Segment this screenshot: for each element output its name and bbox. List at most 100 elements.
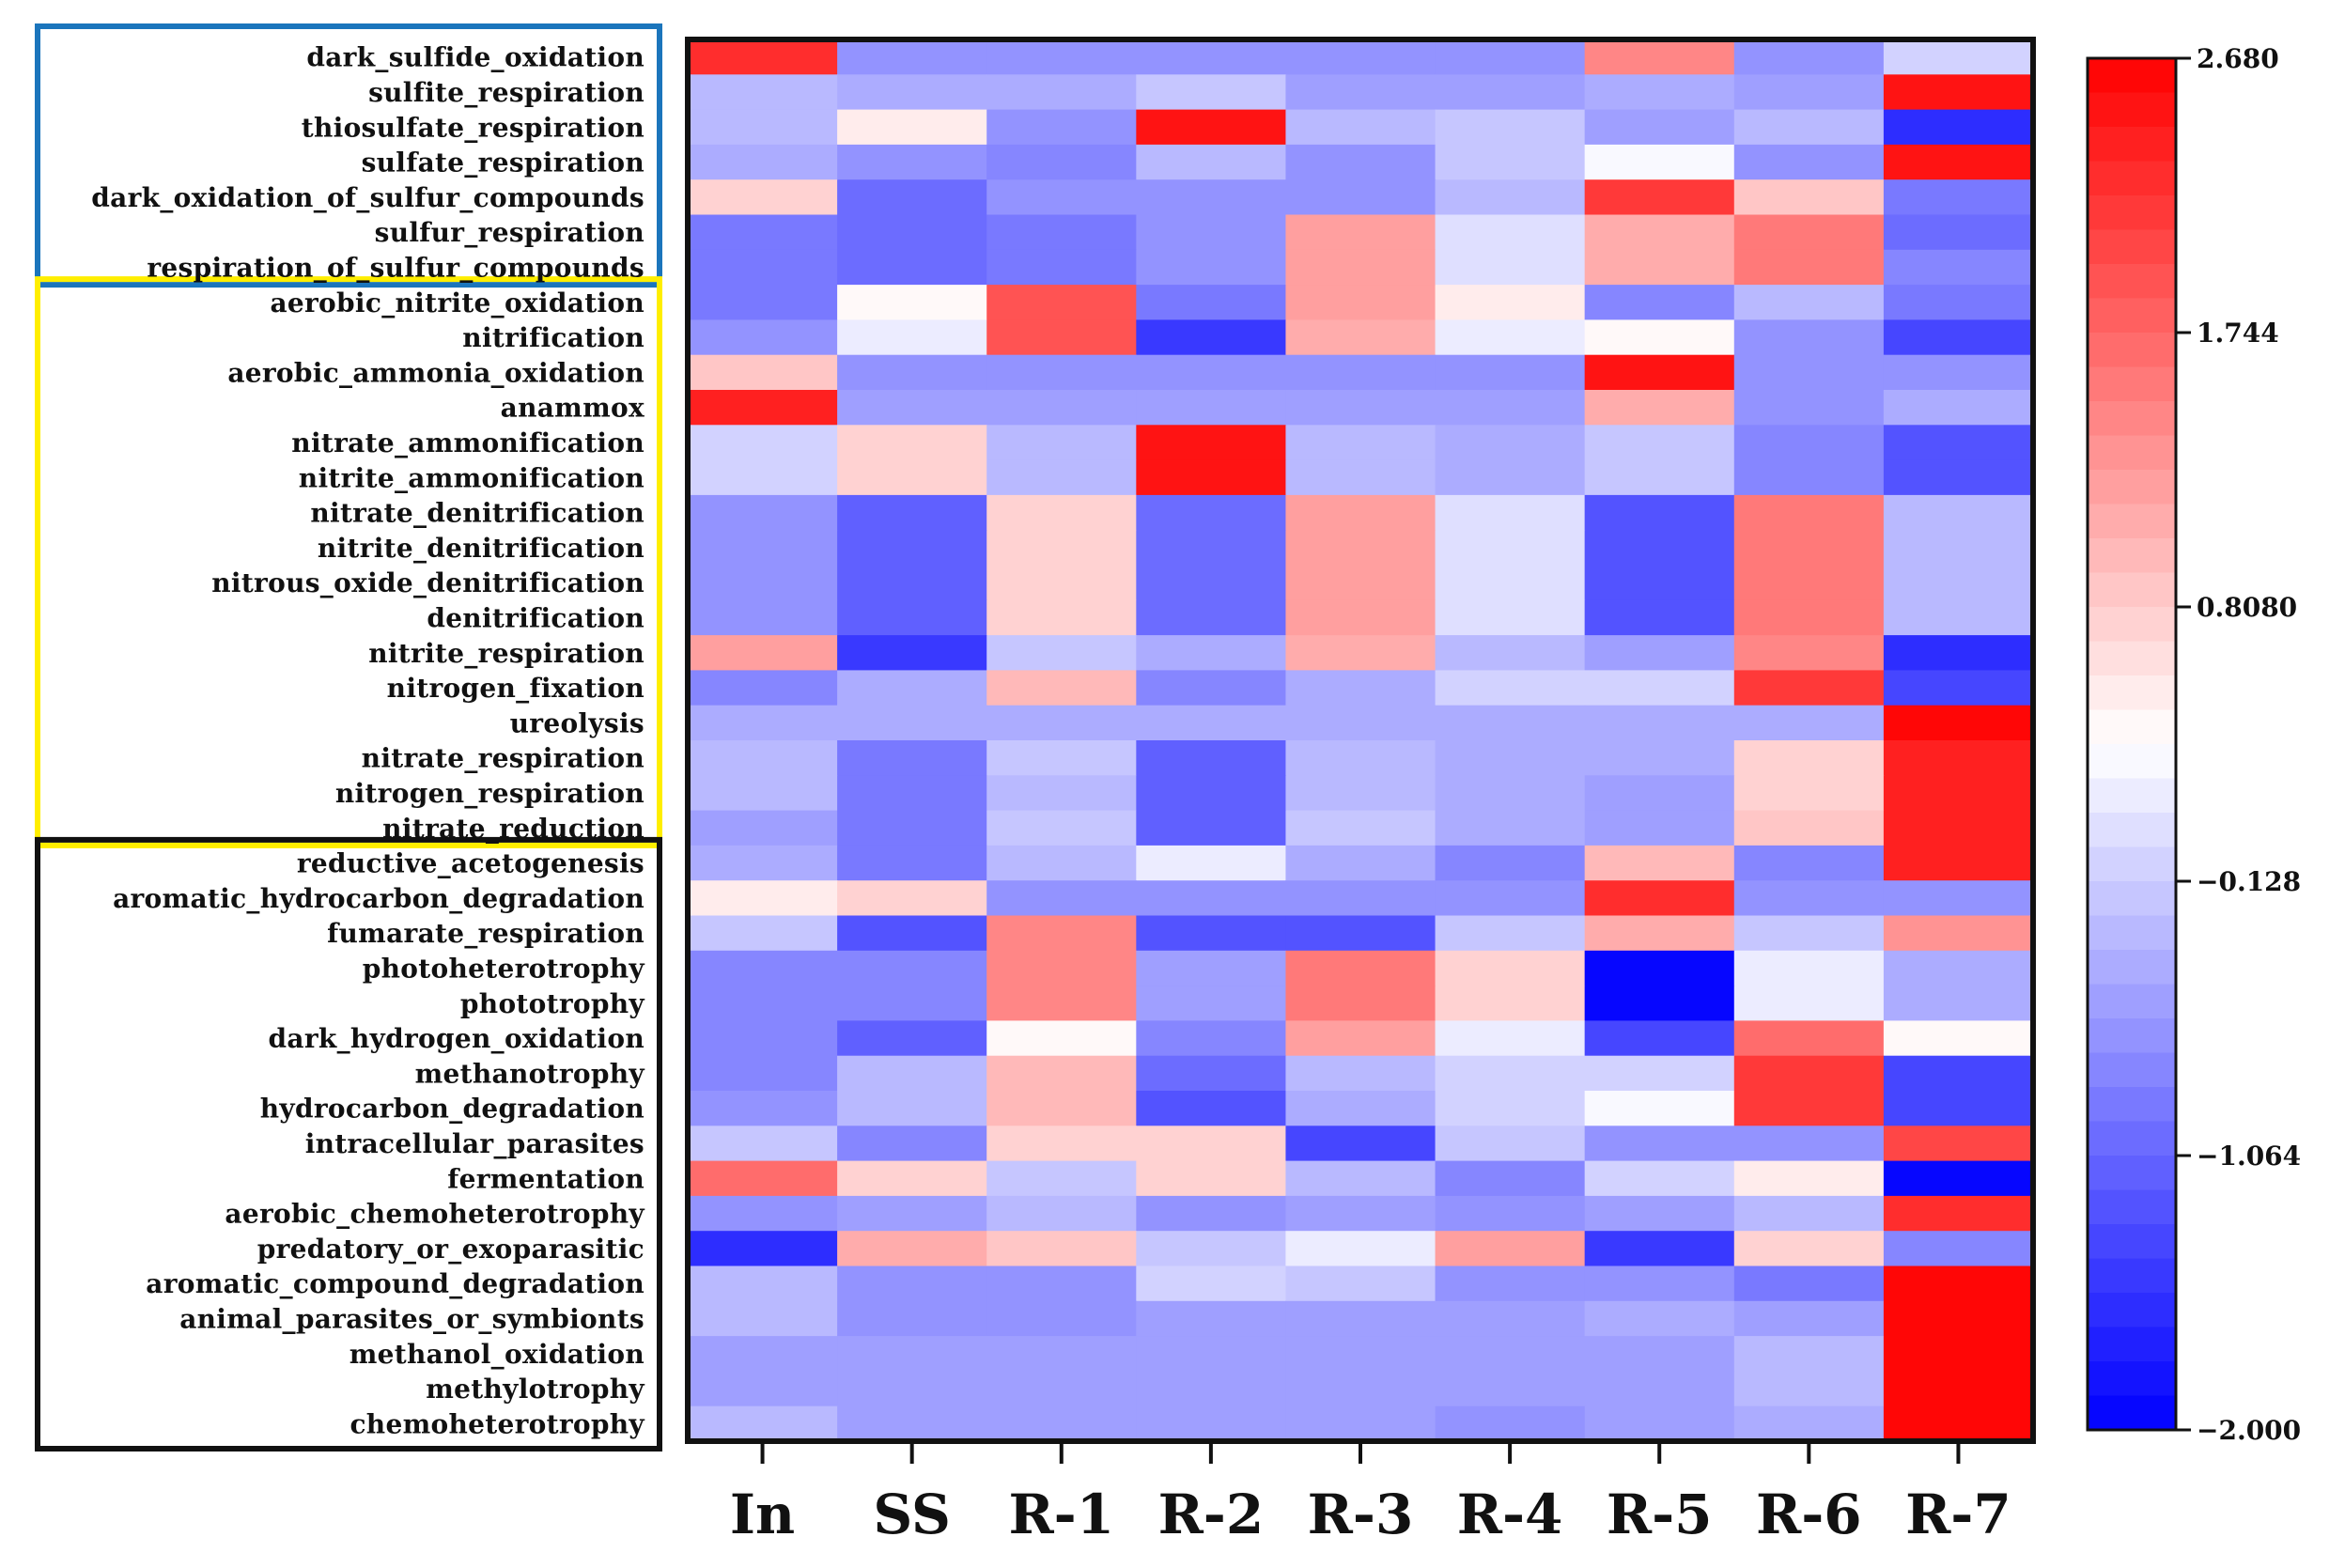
colorbar-segment [2088, 58, 2176, 94]
heatmap-cell [837, 986, 987, 1021]
heatmap-cell [1285, 494, 1437, 531]
heatmap-cell [1733, 1405, 1885, 1442]
row-label: nitrate_denitrification [310, 498, 644, 529]
heatmap-cell [986, 670, 1137, 706]
row-label: fumarate_respiration [327, 918, 644, 949]
heatmap-cell [986, 950, 1137, 986]
heatmap-cell [688, 144, 838, 180]
heatmap-cell [1733, 670, 1885, 706]
heatmap-cell [688, 915, 838, 952]
heatmap-cell [1883, 1231, 2034, 1267]
heatmap-cell [986, 144, 1137, 180]
row-label: dark_sulfide_oxidation [306, 42, 644, 73]
heatmap-cell [1584, 109, 1735, 146]
heatmap-cell [1285, 74, 1437, 111]
heatmap-cell [1136, 459, 1287, 496]
heatmap-cell [837, 599, 987, 636]
colorbar-segment [2088, 470, 2176, 505]
row-label: denitrification [427, 602, 644, 633]
heatmap-cell [1733, 1231, 1885, 1267]
group-box-carbon_other [35, 836, 662, 1452]
colorbar-segment [2088, 538, 2176, 574]
heatmap-cell [1435, 74, 1586, 111]
heatmap-cell [1883, 915, 2034, 952]
heatmap-cell [1435, 214, 1586, 251]
heatmap-cell [688, 1405, 838, 1442]
heatmap-cell [1584, 635, 1735, 671]
heatmap-cell [1285, 810, 1437, 846]
heatmap-cell [1584, 1091, 1735, 1126]
row-label: methanotrophy [415, 1058, 645, 1089]
heatmap-cell [986, 810, 1137, 846]
heatmap-cell [1136, 950, 1287, 986]
row-label: aerobic_chemoheterotrophy [225, 1199, 644, 1230]
column-label: R-2 [1158, 1483, 1265, 1546]
heatmap-cell [1435, 1265, 1586, 1302]
heatmap-cell [1883, 285, 2034, 320]
heatmap-cell [1584, 810, 1735, 846]
heatmap-cell [1285, 635, 1437, 671]
heatmap-cell [986, 740, 1137, 776]
heatmap-cell [986, 1055, 1137, 1092]
heatmap-cell [1883, 740, 2034, 776]
heatmap-cell [1136, 810, 1287, 846]
heatmap-cell [837, 109, 987, 146]
colorbar-tick-label: 1.744 [2197, 318, 2279, 349]
heatmap-cell [837, 775, 987, 812]
heatmap-cell [1136, 599, 1287, 636]
heatmap-cell [1136, 705, 1287, 741]
heatmap-cell [1584, 249, 1735, 286]
row-label: anammox [501, 393, 644, 424]
colorbar-segment [2088, 1224, 2176, 1260]
heatmap-cell [1883, 354, 2034, 391]
heatmap-cell [1733, 530, 1885, 567]
heatmap-cell [1733, 319, 1885, 356]
colorbar-segment [2088, 881, 2176, 917]
heatmap-cell [837, 425, 987, 461]
heatmap-cell [1285, 1195, 1437, 1232]
row-label: nitrite_ammonification [299, 462, 644, 493]
colorbar-segment [2088, 1361, 2176, 1397]
heatmap-cell [986, 845, 1137, 881]
heatmap-cell [1584, 565, 1735, 601]
colorbar-segment [2088, 1395, 2176, 1431]
heatmap-cell [688, 986, 838, 1021]
heatmap-cell [986, 1405, 1137, 1442]
heatmap-cell [837, 1300, 987, 1337]
heatmap-cell [1883, 425, 2034, 461]
heatmap-cell [1584, 39, 1735, 75]
heatmap-cell [1883, 705, 2034, 741]
heatmap-cell [1733, 880, 1885, 917]
heatmap-cell [1733, 845, 1885, 881]
heatmap-cell [1733, 144, 1885, 180]
colorbar-segment [2088, 264, 2176, 300]
heatmap-cell [986, 39, 1137, 75]
heatmap-cell [688, 1195, 838, 1232]
heatmap-cell [1435, 1055, 1586, 1092]
heatmap-cell [1733, 354, 1885, 391]
heatmap-cell [688, 1231, 838, 1267]
column-label: R-4 [1457, 1483, 1563, 1546]
heatmap-cell [688, 705, 838, 741]
heatmap-cell [688, 1336, 838, 1372]
colorbar-segment [2088, 744, 2176, 780]
heatmap-cell [688, 740, 838, 776]
heatmap-cell [1435, 285, 1586, 320]
row-label: ureolysis [510, 707, 644, 738]
colorbar-segment [2088, 950, 2176, 986]
heatmap-cell [1285, 319, 1437, 356]
colorbar-segment [2088, 984, 2176, 1019]
colorbar-segment [2088, 778, 2176, 814]
heatmap-cell [837, 494, 987, 531]
heatmap-cell [986, 1126, 1137, 1162]
heatmap-cell [986, 1195, 1137, 1232]
heatmap-cell [1883, 144, 2034, 180]
heatmap-cell [1733, 285, 1885, 320]
row-label: phototrophy [460, 988, 645, 1019]
heatmap-cell [1285, 39, 1437, 75]
heatmap-cell [1435, 880, 1586, 917]
heatmap-cell [1883, 109, 2034, 146]
heatmap-cell [1435, 986, 1586, 1021]
heatmap-cell [1733, 39, 1885, 75]
heatmap-cell [1285, 1336, 1437, 1372]
